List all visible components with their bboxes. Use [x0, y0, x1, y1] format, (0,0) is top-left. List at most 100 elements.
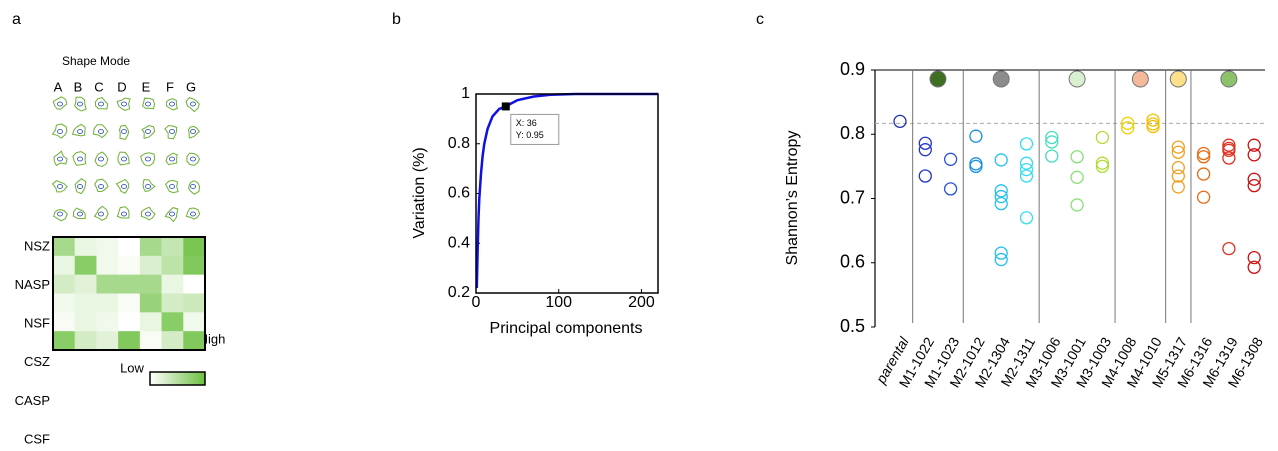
- heatmap-cell: [53, 237, 76, 257]
- column-label: C: [94, 79, 103, 94]
- point: [1222, 143, 1236, 157]
- row-label: CSF: [24, 431, 50, 446]
- x-axis-title: Principal components: [490, 320, 643, 337]
- shape-thumbnail: [53, 150, 68, 167]
- panel-label: a: [12, 11, 21, 28]
- shape-nucleus: [190, 156, 196, 162]
- y-tick-label: 0.5: [840, 316, 865, 336]
- heatmap-cell: [161, 293, 184, 313]
- point: [1146, 113, 1160, 127]
- heatmap-cell: [74, 331, 97, 351]
- point: [1222, 138, 1236, 152]
- y-tick-label: 0.6: [448, 185, 470, 202]
- shape-thumbnail: [94, 178, 109, 193]
- point: [1095, 130, 1110, 145]
- heatmap-cell: [96, 331, 119, 351]
- heatmap-cell: [53, 274, 76, 294]
- y-tick-label: 0.2: [448, 284, 470, 301]
- heatmap-cell: [53, 312, 76, 332]
- shape-thumbnail: [165, 179, 179, 194]
- shape-nucleus: [98, 211, 104, 217]
- heatmap-cell: [96, 274, 119, 294]
- point: [918, 143, 932, 157]
- datatip-text: X: 36: [516, 118, 537, 128]
- shape-thumbnail: [164, 207, 179, 223]
- shape-nucleus: [190, 184, 196, 189]
- heatmap-cell: [96, 293, 119, 313]
- shape-nucleus: [169, 211, 175, 217]
- point: [1070, 170, 1084, 184]
- shape-thumbnail: [116, 206, 130, 219]
- point: [1121, 116, 1135, 130]
- shape-thumbnail: [51, 180, 68, 193]
- heatmap-cell: [74, 274, 97, 294]
- shape-thumbnail: [117, 151, 130, 166]
- row-label: NASP: [15, 277, 50, 292]
- point: [1171, 161, 1185, 175]
- heatmap-cell: [161, 331, 184, 351]
- heatmap-cell: [118, 312, 141, 332]
- shape-thumbnail: [74, 178, 87, 195]
- shape-thumbnail: [140, 152, 156, 167]
- shape-nucleus: [57, 129, 63, 134]
- shape-thumbnail: [71, 123, 86, 137]
- heatmap-cell: [118, 293, 141, 313]
- point: [1196, 167, 1211, 181]
- point: [1019, 156, 1034, 170]
- row-label: CASP: [15, 393, 50, 408]
- point: [1019, 137, 1034, 151]
- shape-nucleus: [77, 101, 83, 107]
- shape-nucleus: [169, 129, 175, 134]
- column-label: E: [142, 79, 151, 94]
- point: [1019, 162, 1034, 177]
- shape-nucleus: [57, 184, 63, 189]
- shape-thumbnail: [141, 206, 156, 221]
- shape-nucleus: [77, 156, 83, 162]
- column-label: D: [117, 79, 126, 94]
- shape-thumbnail: [116, 97, 131, 111]
- point: [1222, 241, 1236, 256]
- heatmap-cell: [53, 331, 76, 351]
- point: [918, 169, 932, 183]
- colorbar-label: Low: [120, 360, 144, 375]
- heatmap-cell: [74, 312, 97, 332]
- y-axis-title: Variation (%): [411, 147, 428, 238]
- y-tick-label: 0.4: [448, 234, 470, 251]
- heatmap-cell: [161, 274, 184, 294]
- point: [1171, 145, 1185, 159]
- point: [994, 196, 1008, 211]
- datatip-marker: [501, 102, 510, 111]
- group-marker: [992, 70, 1010, 88]
- point: [1095, 159, 1110, 174]
- heatmap-cell: [118, 274, 141, 294]
- heatmap-cell: [161, 237, 184, 257]
- shape-nucleus: [121, 156, 127, 162]
- shape-nucleus: [121, 129, 127, 134]
- panel-label: b: [392, 11, 401, 28]
- shape-nucleus: [98, 101, 104, 107]
- heatmap-title: Shape Mode: [62, 54, 130, 68]
- shape-nucleus: [77, 129, 83, 134]
- heatmap-cell: [183, 312, 206, 332]
- group-marker: [1068, 70, 1086, 88]
- shape-nucleus: [169, 184, 175, 189]
- heatmap-cell: [53, 293, 76, 313]
- point: [1222, 151, 1236, 165]
- shape-nucleus: [190, 101, 196, 107]
- shape-nucleus: [190, 129, 196, 134]
- point: [994, 252, 1008, 267]
- datatip-text: Y: 0.95: [516, 130, 544, 140]
- shape-thumbnail: [72, 151, 87, 166]
- heatmap-cell: [139, 237, 162, 257]
- column-label: A: [54, 79, 63, 94]
- shape-thumbnail: [185, 207, 201, 220]
- point: [1247, 260, 1261, 274]
- y-tick-label: 1: [461, 85, 470, 102]
- heatmap-cell: [161, 255, 184, 275]
- point: [1247, 178, 1261, 193]
- shape-thumbnail: [186, 152, 201, 166]
- heatmap-cell: [96, 255, 119, 275]
- shape-nucleus: [57, 156, 63, 162]
- point: [1171, 140, 1185, 154]
